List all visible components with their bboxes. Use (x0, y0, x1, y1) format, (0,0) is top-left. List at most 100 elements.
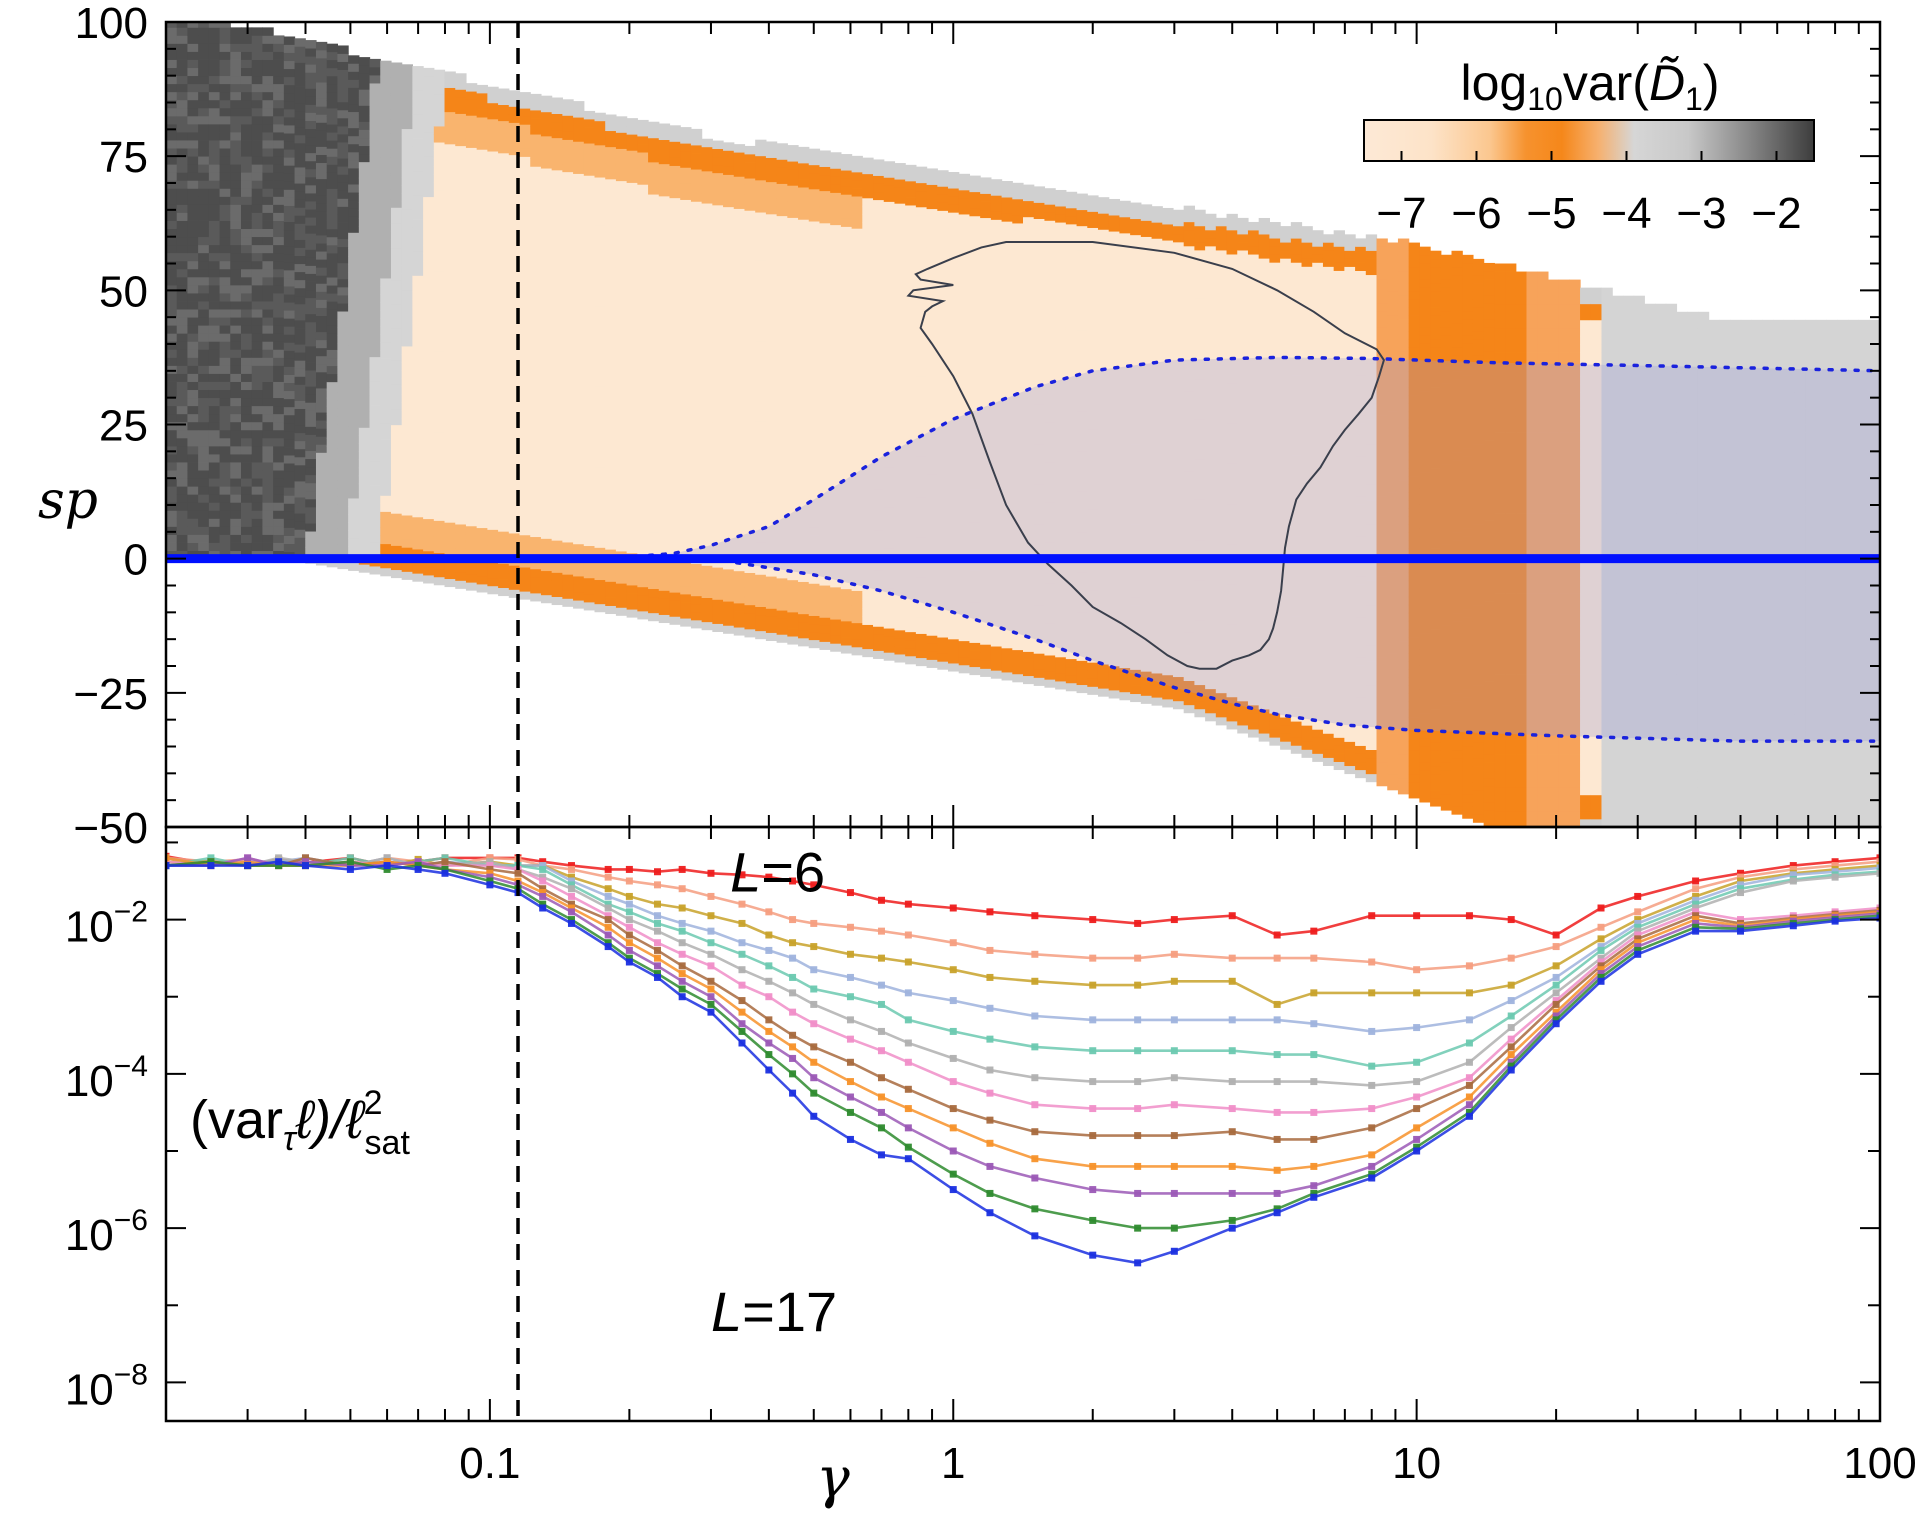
heatmap-cell (198, 413, 210, 423)
heatmap-cell (166, 301, 178, 310)
heatmap-cell (712, 430, 724, 439)
heatmap-cell (187, 284, 199, 294)
heatmap-cell (476, 350, 488, 360)
heatmap-cell (251, 51, 264, 60)
heatmap-cell (198, 421, 210, 431)
heatmap-cell (583, 440, 596, 450)
heatmap-cell (198, 220, 210, 230)
heatmap-cell (648, 379, 660, 388)
heatmap-cell (176, 421, 189, 431)
heatmap-cell (444, 256, 456, 266)
heatmap-cell (626, 375, 638, 385)
heatmap-cell (637, 369, 649, 378)
heatmap-cell (251, 317, 264, 326)
heatmap-cell (808, 357, 821, 367)
heatmap-cell (680, 545, 692, 555)
heatmap-cell (798, 259, 810, 269)
heatmap-cell (423, 180, 435, 190)
heatmap-cell (219, 510, 231, 519)
heatmap-cell (166, 421, 178, 431)
heatmap-cell (701, 211, 713, 220)
heatmap-cell (305, 144, 317, 154)
heatmap-cell (990, 541, 1003, 550)
heatmap-cell (540, 280, 553, 290)
heatmap-cell (519, 204, 531, 214)
heatmap-cell (487, 465, 499, 474)
heatmap-cell (262, 132, 274, 141)
heatmap-cell (187, 123, 199, 133)
heatmap-cell (583, 288, 596, 297)
heatmap-cell (733, 482, 746, 491)
heatmap-cell (262, 43, 274, 52)
heatmap-cell (680, 424, 692, 434)
heatmap-cell (744, 492, 756, 501)
heatmap-cell (573, 600, 585, 609)
heatmap-cell (283, 374, 296, 384)
heatmap-cell (723, 424, 735, 433)
heatmap-cell (562, 542, 574, 551)
heatmap-cell (487, 408, 499, 418)
heatmap-cell (615, 148, 628, 157)
heatmap-cell (605, 452, 617, 462)
heatmap-cell (723, 303, 735, 312)
heatmap-cell (915, 464, 928, 473)
heatmap-cell (787, 354, 799, 363)
heatmap-cell (348, 425, 360, 435)
heatmap-cell (873, 610, 885, 619)
heatmap-cell (455, 81, 467, 90)
heatmap-cell (915, 408, 928, 417)
heatmap-cell (808, 366, 821, 375)
heatmap-cell (830, 482, 842, 491)
heatmap-cell (980, 177, 992, 186)
heatmap-cell (573, 567, 585, 577)
heatmap-cell (905, 543, 917, 552)
heatmap-cell (873, 441, 885, 450)
heatmap-cell (166, 381, 178, 391)
heatmap-cell (508, 581, 521, 590)
heatmap-cell (808, 325, 821, 335)
heatmap-cell (219, 478, 231, 487)
heatmap-cell (423, 204, 435, 214)
heatmap-cell (605, 525, 617, 534)
heatmap-cell (969, 489, 981, 499)
heatmap-cell (230, 405, 242, 415)
heatmap-cell (380, 390, 392, 400)
heatmap-cell (615, 414, 628, 423)
heatmap-cell (1001, 511, 1013, 520)
heatmap-cell (712, 245, 724, 254)
heatmap-cell (980, 531, 992, 541)
heatmap-cell (605, 243, 617, 252)
heatmap-cell (680, 594, 692, 603)
heatmap-cell (540, 361, 553, 370)
heatmap-cell (840, 290, 853, 300)
heatmap-cell (605, 605, 617, 615)
heatmap-cell (830, 474, 842, 483)
heatmap-cell (669, 439, 681, 448)
heatmap-cell (658, 131, 671, 141)
heatmap-cell (583, 304, 596, 313)
heatmap-cell (498, 249, 510, 258)
heatmap-cell (830, 337, 842, 346)
heatmap-cell (465, 260, 478, 269)
heatmap-cell (433, 206, 446, 215)
heatmap-cell (1001, 647, 1013, 657)
heatmap-cell (905, 486, 917, 496)
heatmap-cell (326, 462, 338, 471)
heatmap-cell (840, 508, 853, 517)
heatmap-cell (583, 151, 596, 160)
heatmap-cell (637, 506, 649, 515)
heatmap-cell (787, 579, 799, 589)
heatmap-cell (444, 232, 456, 241)
heatmap-cell (669, 366, 681, 376)
heatmap-cell (315, 444, 328, 453)
heatmap-cell (701, 178, 713, 188)
heatmap-cell (1001, 591, 1013, 601)
heatmap-cell (583, 416, 596, 426)
heatmap-cell (980, 338, 992, 347)
heatmap-cell (315, 355, 328, 365)
heatmap-cell (540, 441, 553, 451)
heatmap-cell (680, 433, 692, 442)
heatmap-cell (905, 205, 917, 214)
heatmap-cell (294, 287, 306, 297)
heatmap-cell (498, 128, 510, 138)
